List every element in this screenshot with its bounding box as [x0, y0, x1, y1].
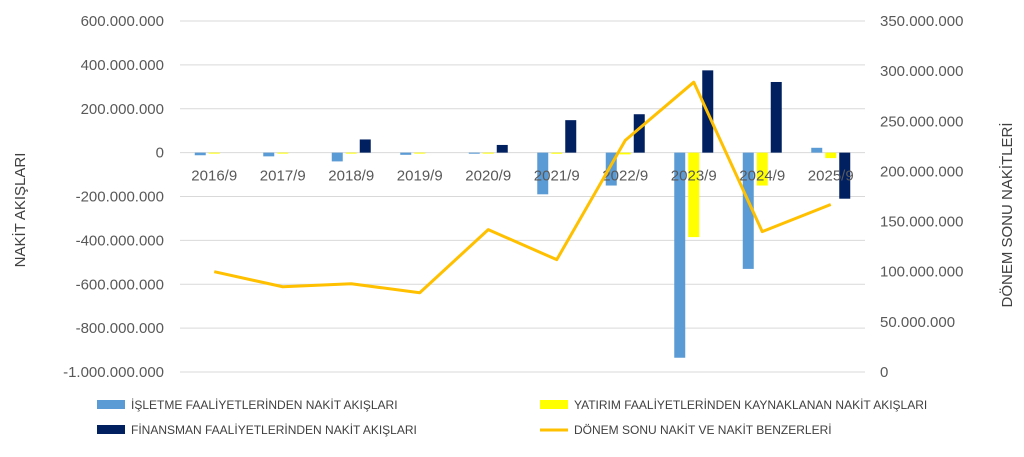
bar-2-2023/9	[688, 152, 700, 238]
bar-1-2025/9	[811, 147, 823, 153]
y2-tick-label: 200.000.000	[880, 163, 963, 180]
legend-swatch-2	[540, 400, 568, 409]
y-tick-label: 200.000.000	[81, 101, 164, 118]
bar-2-2025/9	[825, 152, 837, 159]
y-tick-label: 600.000.000	[81, 13, 164, 30]
y-axis-title: NAKİT AKIŞLARI	[11, 153, 29, 268]
y-tick-label: 400.000.000	[81, 57, 164, 74]
bar-3-2021/9	[565, 120, 577, 153]
bar-3-2018/9	[359, 139, 371, 153]
bar-3-2020/9	[496, 144, 508, 153]
y-tick-label: 0	[156, 145, 164, 162]
y2-tick-label: 350.000.000	[880, 13, 963, 30]
y2-tick-label: 300.000.000	[880, 63, 963, 80]
legend-label-2: YATIRIM FAALİYETLERİNDEN KAYNAKLANAN NAK…	[574, 398, 927, 412]
line-series-donem-sonu	[213, 80, 832, 295]
bar-1-2022/9	[605, 152, 617, 186]
bar-3-2025/9	[839, 152, 851, 199]
bar-1-2020/9	[468, 152, 480, 154]
x-category-label: 2016/9	[191, 168, 237, 185]
x-category-label: 2023/9	[671, 168, 717, 185]
legend-swatch-3	[97, 425, 125, 434]
y2-tick-label: 0	[880, 364, 888, 381]
bar-2-2021/9	[551, 152, 563, 154]
bar-1-2021/9	[537, 152, 549, 195]
bar-1-2018/9	[331, 152, 343, 162]
bar-1-2017/9	[263, 152, 275, 157]
x-category-label: 2020/9	[465, 168, 511, 185]
bar-1-2019/9	[400, 152, 412, 155]
bar-2-2020/9	[482, 152, 494, 154]
x-category-label: 2018/9	[328, 168, 374, 185]
bar-3-2024/9	[770, 81, 782, 153]
bar-2-2022/9	[619, 152, 631, 155]
bar-2-2018/9	[345, 152, 357, 154]
y-tick-label: -200.000.000	[76, 189, 164, 206]
y-tick-label: -600.000.000	[76, 276, 164, 293]
x-category-label: 2022/9	[602, 168, 648, 185]
y2-tick-label: 100.000.000	[880, 264, 963, 281]
x-category-label: 2021/9	[534, 168, 580, 185]
x-category-label: 2024/9	[739, 168, 785, 185]
bar-2-2016/9	[208, 152, 220, 154]
y-tick-label: -1.000.000.000	[63, 364, 164, 381]
legend-label-4: DÖNEM SONU NAKİT VE NAKİT BENZERLERİ	[574, 423, 832, 437]
legend-label-3: FİNANSMAN FAALİYETLERİNDEN NAKİT AKIŞLAR…	[131, 423, 417, 437]
y2-axis-title: DÖNEM SONU NAKİTLERİ	[998, 122, 1016, 307]
legend-swatch-1	[97, 400, 125, 409]
bar-2-2017/9	[277, 152, 289, 154]
y-tick-label: -400.000.000	[76, 232, 164, 249]
y2-tick-label: 50.000.000	[880, 314, 955, 331]
bar-3-2022/9	[633, 114, 645, 153]
x-category-label: 2025/9	[808, 168, 854, 185]
bar-2-2019/9	[414, 152, 426, 154]
legend-label-1: İŞLETME FAALİYETLERİNDEN NAKİT AKIŞLARI	[131, 398, 398, 412]
bar-1-2016/9	[194, 152, 206, 156]
y2-tick-label: 250.000.000	[880, 113, 963, 130]
x-category-label: 2019/9	[397, 168, 443, 185]
bar-2-2024/9	[756, 152, 768, 186]
y-tick-label: -800.000.000	[76, 320, 164, 337]
y2-tick-label: 150.000.000	[880, 214, 963, 231]
x-category-label: 2017/9	[260, 168, 306, 185]
bar-1-2024/9	[742, 152, 754, 269]
bar-1-2023/9	[674, 152, 686, 358]
